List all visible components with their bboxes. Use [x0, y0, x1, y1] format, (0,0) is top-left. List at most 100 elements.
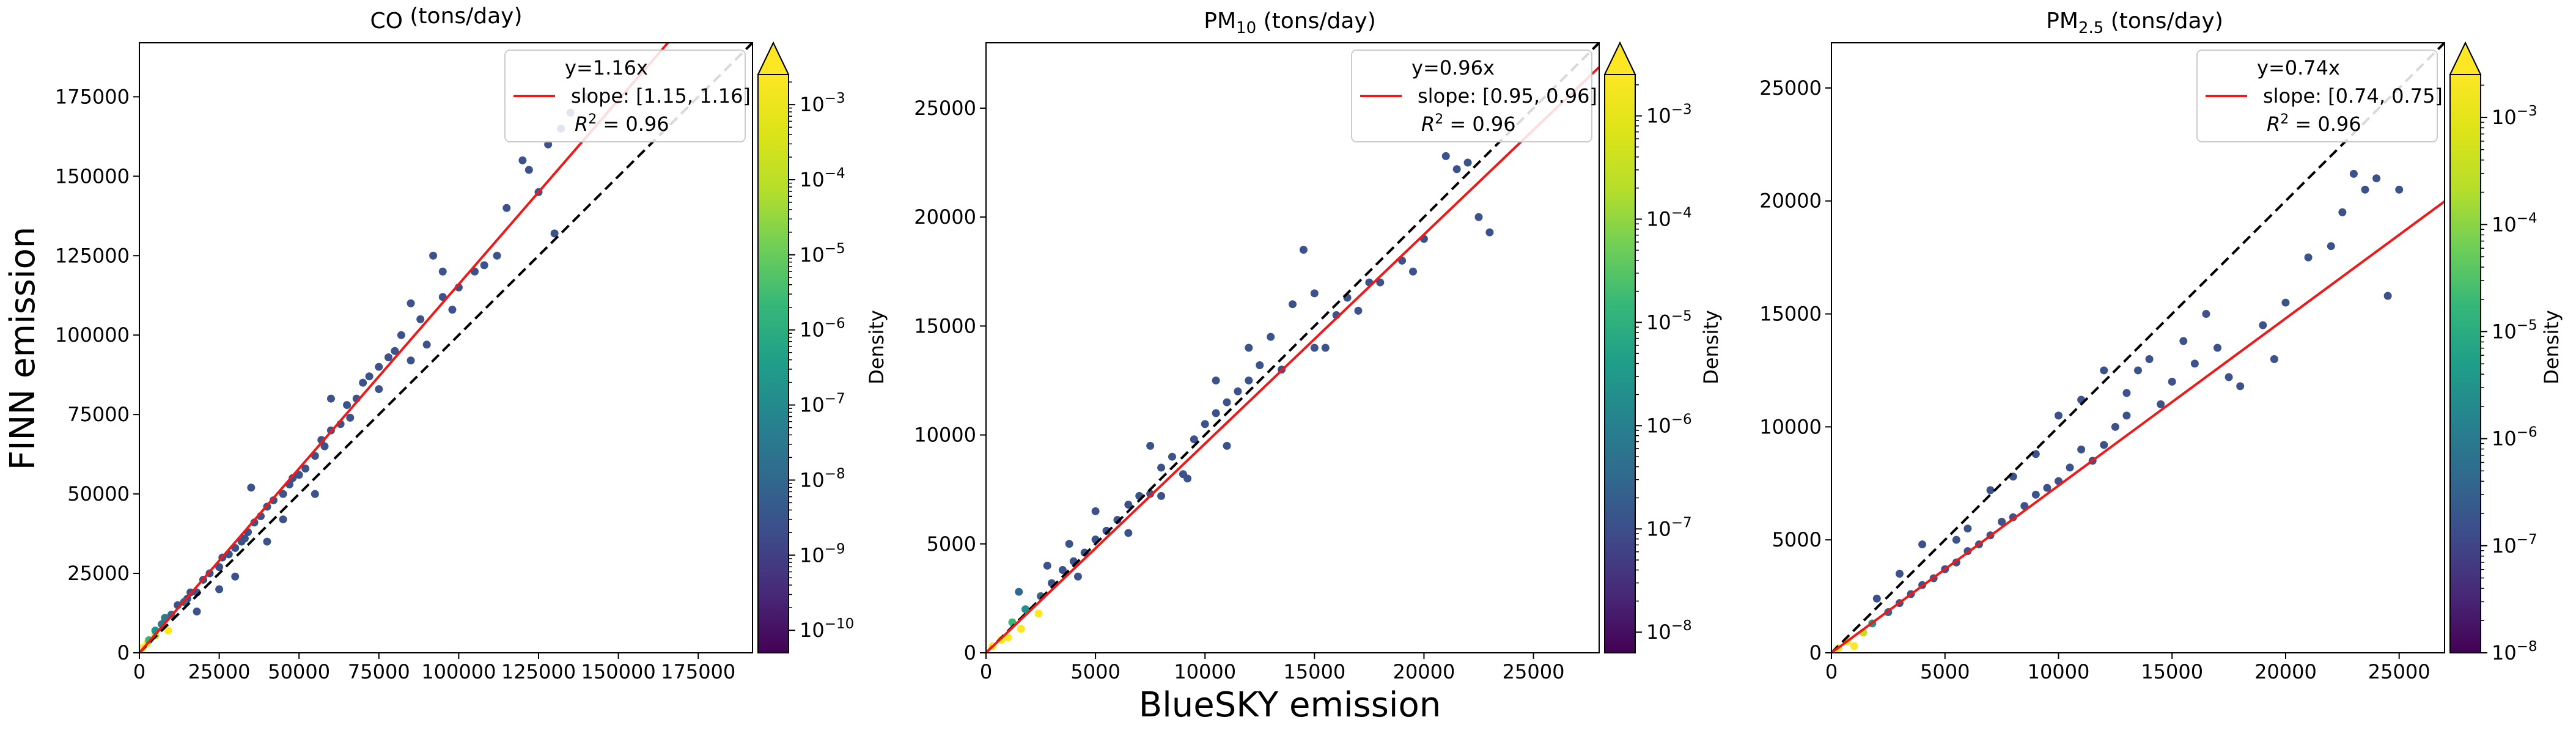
pm25-y-tick-label: 10000: [1759, 415, 1822, 438]
co-y-tick-label: 0: [117, 641, 130, 664]
pm10-point: [1017, 625, 1025, 633]
pm25-x-tick-label: 10000: [2028, 660, 2090, 683]
pm10-point: [1157, 491, 1166, 500]
pm25-point: [2304, 253, 2313, 262]
co-y-tick-label: 175000: [55, 85, 130, 108]
pm25-colorbar-gradient: [2450, 75, 2481, 653]
pm10-point: [1015, 587, 1023, 596]
pm25-point: [2122, 411, 2131, 420]
co-point: [438, 267, 447, 276]
pm10-point: [1124, 501, 1133, 509]
pm25-point: [1850, 642, 1858, 650]
co-point: [375, 385, 383, 394]
pm25-y-tick-label: 20000: [1759, 189, 1822, 213]
co-identity-line: [139, 43, 753, 653]
pm10-x-tick-label: 15000: [1283, 660, 1345, 683]
co-point: [493, 251, 501, 260]
co-colorbar-label: Density: [865, 310, 888, 384]
pm25-legend-r2: R2 = 0.96: [2267, 112, 2361, 136]
pm10-point: [1485, 228, 1494, 237]
pm10-point: [1146, 441, 1155, 450]
co-point: [448, 306, 457, 314]
pm25-point: [2259, 321, 2267, 329]
pm10-colorbar-gradient: [1605, 75, 1635, 653]
pm10-point: [1310, 344, 1319, 352]
co-point: [407, 356, 415, 365]
co-x-tick-label: 50000: [268, 660, 330, 683]
pm10-y-tick-label: 0: [964, 641, 976, 664]
co-point: [416, 315, 425, 323]
pm25-colorbar-label: Density: [2540, 310, 2563, 384]
pm10-colorbar-tick-label: 10−8: [1646, 618, 1692, 644]
pm10-point: [1267, 333, 1275, 341]
pm25-colorbar-frame: [2449, 41, 2481, 653]
pm10-colorbar-label: Density: [1699, 310, 1723, 384]
pm10-point: [1234, 387, 1242, 395]
pm25-point: [2190, 359, 2199, 368]
co-point: [326, 394, 335, 403]
pm25-point: [2202, 310, 2210, 318]
pm10-legend: y=0.96x slope: [0.95, 0.96] R2 = 0.96: [1351, 50, 1597, 142]
pm25-point: [2281, 298, 2290, 307]
pm10-point: [1409, 267, 1418, 276]
pm25-point: [2043, 483, 2052, 492]
pm25-legend: y=0.74x slope: [0.74, 0.75] R2 = 0.96: [2196, 50, 2443, 142]
pm10-point: [1463, 158, 1472, 167]
co-colorbar-tick-label: 10−4: [800, 166, 845, 191]
pm25-colorbar: Density 10−8 10−7 10−6 10−5 10−4 10−3: [2449, 41, 2563, 664]
co-point: [215, 585, 224, 594]
co-plot-content: [139, 43, 753, 653]
pm25-point: [2225, 373, 2233, 381]
co-y-tick-label: 75000: [67, 403, 130, 426]
pm10-point: [1004, 633, 1012, 642]
pm10-point: [1321, 344, 1330, 352]
pm10-colorbar-frame: [1604, 41, 1636, 653]
pm10-legend-fit-eq: y=0.96x: [1411, 56, 1495, 79]
pm10-panel: PM10 (tons/day) 0 5000 10000 15000 20000 2500…: [914, 9, 1723, 683]
pm10-point: [1190, 435, 1198, 444]
co-point: [480, 261, 488, 270]
pm10-point: [1102, 526, 1111, 535]
co-point: [502, 204, 511, 212]
pm10-point: [1223, 398, 1231, 406]
pm25-fit-line: [1831, 200, 2445, 653]
co-point: [544, 140, 553, 149]
pm10-point: [1146, 490, 1155, 498]
pm10-x-tick-label: 25000: [1503, 660, 1565, 683]
co-y-tick-label: 25000: [67, 562, 130, 585]
co-point: [320, 442, 329, 450]
pm25-colorbar-tick-label: 10−7: [2492, 532, 2537, 557]
co-x-tick-label: 25000: [188, 660, 251, 683]
pm25-point: [2100, 441, 2108, 449]
pm10-legend-r2: R2 = 0.96: [1421, 112, 1516, 136]
pm25-point: [2157, 400, 2165, 408]
co-legend-fit-eq: y=1.16x: [565, 56, 648, 79]
pm25-point: [2122, 389, 2131, 397]
co-legend: y=1.16x slope: [1.15, 1.16] R2 = 0.96: [504, 50, 751, 142]
pm10-point: [1183, 474, 1192, 483]
pm10-x-tick-label: 20000: [1393, 660, 1455, 683]
pm10-point: [1212, 376, 1220, 384]
co-colorbar-tick-label: 10−5: [800, 241, 845, 267]
pm10-point: [1058, 566, 1067, 575]
pm10-y-tick-label: 15000: [914, 314, 976, 337]
co-title: CO (tons/day): [370, 4, 522, 34]
co-y-tick-label: 125000: [55, 244, 130, 267]
pm25-point: [2361, 185, 2369, 194]
co-point: [311, 490, 319, 498]
pm10-point: [1223, 441, 1231, 450]
co-point: [301, 465, 310, 473]
pm10-y-tick-label: 5000: [927, 532, 976, 556]
co-point: [279, 515, 287, 524]
pm25-legend-box: [2196, 50, 2438, 142]
co-point: [231, 572, 240, 581]
pm25-point: [1918, 540, 1927, 549]
pm10-x-tick-label: 5000: [1070, 660, 1120, 683]
co-colorbar-tick-label: 10−8: [800, 466, 845, 491]
co-point: [279, 490, 287, 498]
y-axis-label: FINN emission: [3, 227, 43, 471]
pm10-point: [1157, 463, 1166, 472]
pm10-colorbar-tick-label: 10−3: [1646, 102, 1692, 128]
pm25-point: [2134, 366, 2142, 375]
pm10-colorbar: Density 10−8 10−7 10−6 10−5 10−4 10−3: [1603, 41, 1723, 653]
